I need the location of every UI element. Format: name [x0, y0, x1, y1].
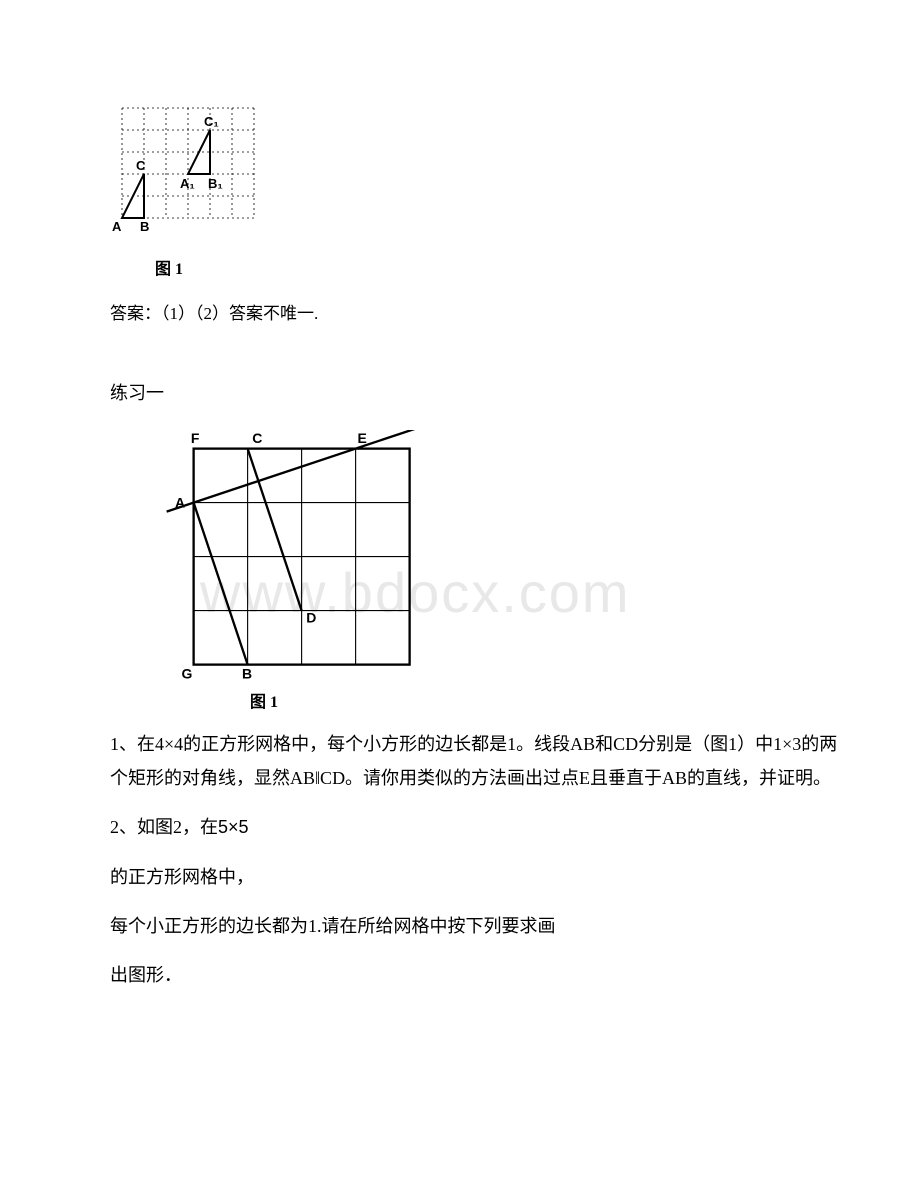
fig2-label-C: C — [252, 430, 262, 446]
fig1-label-A1: A₁ — [180, 176, 195, 191]
figure-1-caption: 图 1 — [155, 255, 860, 279]
question-2-line3: 每个小正方形的边长都为1.请在所给网格中按下列要求画 — [110, 909, 840, 943]
question-1: 1、在4×4的正方形网格中，每个小方形的边长都是1。线段AB和CD分别是（图1）… — [110, 727, 840, 795]
fig2-label-G: G — [182, 666, 193, 682]
fig2-label-A: A — [175, 494, 185, 510]
fig2-label-D: D — [306, 610, 316, 626]
figure-2: F C E A D G B — [160, 430, 860, 705]
fig2-label-F: F — [191, 430, 200, 446]
figure-1: A B C A₁ B₁ C₁ — [110, 100, 860, 245]
fig1-label-B1: B₁ — [208, 176, 223, 191]
fig1-label-C: C — [136, 158, 146, 173]
fig2-label-E: E — [357, 430, 366, 446]
practice-title: 练习一 — [110, 379, 860, 405]
fig1-label-A: A — [112, 219, 122, 234]
fig1-label-C1: C₁ — [204, 114, 219, 129]
q2-text-b: 5×5 — [218, 817, 249, 837]
question-2-line4: 出图形． — [110, 958, 840, 992]
fig1-label-B: B — [140, 219, 149, 234]
q2-text-a: 2、如图2，在 — [110, 817, 218, 837]
fig2-label-B: B — [242, 666, 252, 682]
answer-text: 答案：（1）（2）答案不唯一. — [110, 299, 860, 324]
question-2-line1: 2、如图2，在5×5 — [110, 810, 840, 844]
question-2-line2: 的正方形网格中， — [110, 860, 840, 894]
